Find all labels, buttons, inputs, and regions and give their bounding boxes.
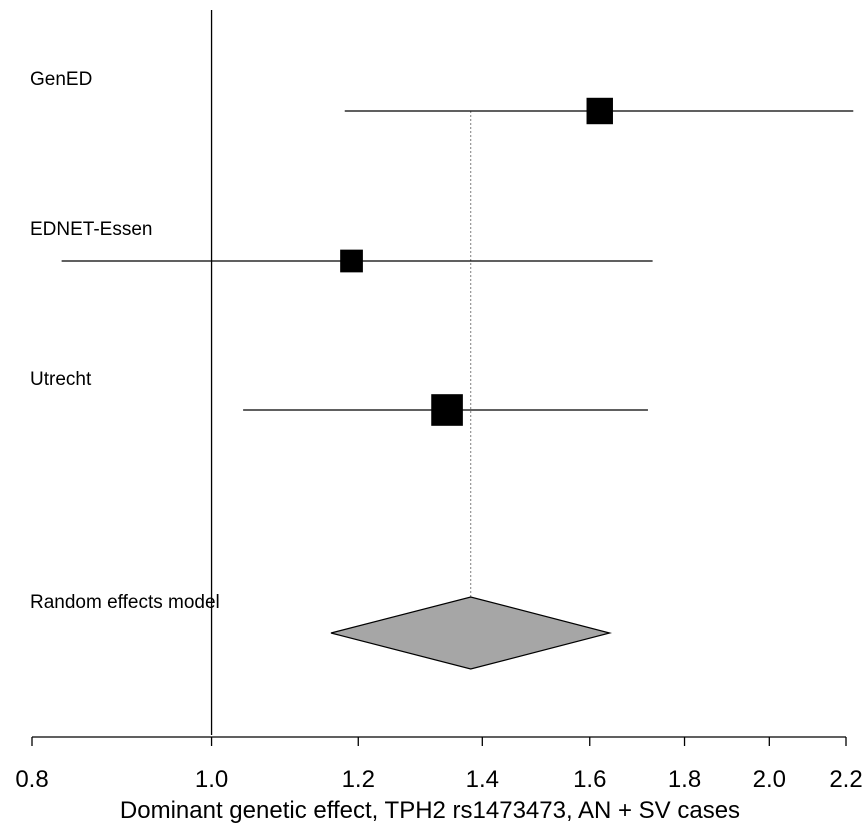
x-tick-label: 2.2 [829, 766, 862, 793]
x-axis-label: Dominant genetic effect, TPH2 rs1473473,… [120, 797, 740, 823]
summary-diamond [330, 596, 613, 670]
study-label: GenED [30, 69, 92, 90]
study-estimate-square [431, 394, 463, 426]
x-axis: 0.8 1.0 1.2 1.4 1.6 1.8 2.0 2.2 [15, 736, 863, 793]
study-label: EDNET-Essen [30, 219, 152, 240]
x-tick-label: 2.0 [753, 766, 786, 793]
reference-lines [210, 10, 472, 735]
study-row: Utrecht [30, 369, 648, 426]
study-row: EDNET-Essen [30, 219, 653, 273]
x-tick-label: 1.4 [466, 766, 499, 793]
summary-row: Random effects model [30, 592, 613, 670]
x-tick-label: 1.2 [342, 766, 375, 793]
study-estimate-square [586, 97, 613, 125]
x-tick-label: 1.8 [668, 766, 701, 793]
study-rows: GenED EDNET-Essen Utrecht [30, 69, 854, 426]
x-tick-label: 0.8 [15, 766, 48, 793]
summary-label: Random effects model [30, 592, 220, 613]
study-row: GenED [30, 69, 854, 125]
study-label: Utrecht [30, 369, 92, 390]
x-tick-label: 1.6 [573, 766, 606, 793]
study-estimate-square [340, 249, 363, 273]
x-tick-label: 1.0 [195, 766, 228, 793]
